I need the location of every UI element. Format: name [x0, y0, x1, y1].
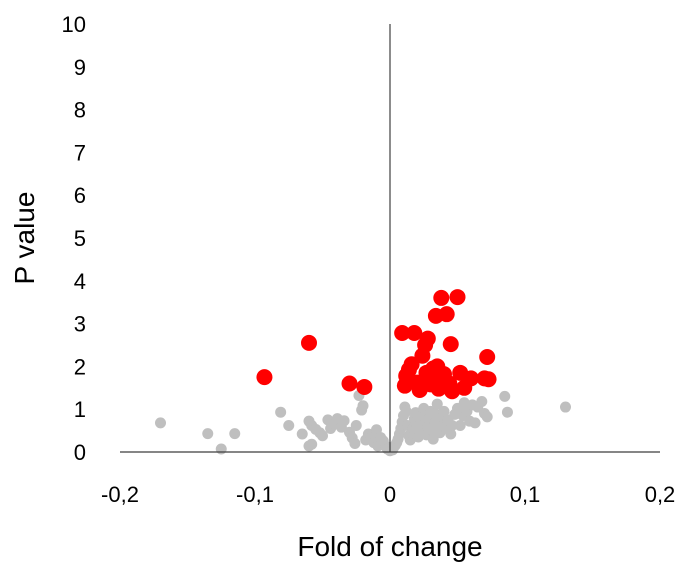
nonsignificant-point [446, 419, 458, 431]
nonsignificant-point [350, 419, 362, 431]
nonsignificant-point [229, 428, 241, 440]
significant-point [442, 336, 459, 353]
y-tick-label: 0 [74, 440, 86, 465]
nonsignificant-point [306, 438, 318, 450]
significant-point [479, 348, 496, 365]
nonsignificant-point [560, 401, 571, 413]
significant-point [356, 378, 373, 395]
significant-point [301, 334, 317, 351]
nonsignificant-point [499, 390, 511, 402]
y-axis-title: P value [9, 192, 40, 285]
significant-point [419, 330, 436, 347]
nonsignificant-point [469, 417, 481, 429]
significant-point [480, 371, 497, 388]
y-tick-label: 8 [74, 98, 86, 123]
y-tick-label: 6 [74, 183, 86, 208]
nonsignificant-point [349, 437, 361, 449]
x-tick-label: 0 [384, 482, 396, 507]
nonsignificant-point [438, 405, 450, 417]
nonsignificant-point [357, 400, 369, 412]
significant-point [256, 369, 273, 386]
nonsignificant-point [215, 443, 227, 455]
significant-point [449, 289, 466, 306]
y-tick-label: 4 [74, 269, 86, 294]
x-tick-label: 0,2 [645, 482, 676, 507]
y-tick-label: 1 [74, 397, 86, 422]
y-tick-label: 2 [74, 354, 86, 379]
y-tick-label: 7 [74, 140, 86, 165]
x-tick-label: -0,1 [236, 482, 274, 507]
y-tick-label: 3 [74, 312, 86, 337]
y-tick-label: 5 [74, 226, 86, 251]
x-tick-label: 0,1 [510, 482, 541, 507]
significant-point [463, 370, 479, 387]
x-axis-title: Fold of change [297, 531, 482, 562]
significant-point [438, 306, 455, 323]
significant-point [433, 289, 450, 306]
significant-point [444, 383, 461, 400]
data-points [155, 289, 571, 457]
nonsignificant-point [283, 419, 295, 431]
nonsignificant-point [296, 428, 308, 440]
nonsignificant-point [275, 406, 287, 418]
y-tick-label: 9 [74, 55, 86, 80]
significant-point [406, 325, 423, 342]
nonsignificant-point [476, 395, 488, 407]
x-tick-label: -0,2 [101, 482, 139, 507]
nonsignificant-point [501, 406, 513, 418]
x-tick-labels: -0,2 -0,1 0 0,1 0,2 [101, 482, 675, 507]
significant-point [394, 325, 411, 342]
nonsignificant-point [481, 411, 493, 423]
nonsignificant-point [445, 428, 457, 440]
nonsignificant-point [454, 419, 466, 431]
nonsignificant-point [317, 430, 328, 442]
nonsignificant-point [400, 405, 412, 417]
y-tick-labels: 0 1 2 3 4 5 6 7 8 9 10 [62, 12, 86, 465]
significant-point [341, 375, 358, 392]
y-tick-label: 10 [62, 12, 86, 37]
nonsignificant-point [338, 415, 350, 427]
nonsignificant-point [155, 417, 166, 429]
nonsignificant-point [202, 428, 214, 440]
nonsignificant-point [431, 398, 443, 410]
significant-point [403, 356, 420, 373]
